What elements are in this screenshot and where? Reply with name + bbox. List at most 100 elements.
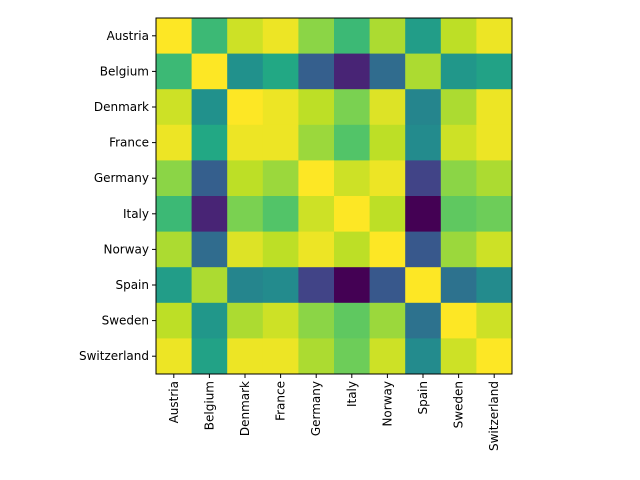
- heatmap-cell: [334, 53, 370, 90]
- heatmap-cell: [262, 53, 299, 90]
- heatmap-cell: [262, 89, 299, 126]
- heatmap-cell: [191, 267, 228, 304]
- heatmap-cell: [440, 302, 477, 339]
- heatmap-cell: [405, 53, 442, 90]
- heatmap-cell: [298, 160, 335, 197]
- x-tick-label: Spain: [416, 381, 430, 415]
- heatmap-cell: [156, 231, 192, 268]
- heatmap-cell: [405, 124, 442, 161]
- heatmap-cell: [334, 302, 370, 339]
- heatmap-cell: [405, 196, 442, 232]
- y-tick-label: Switzerland: [79, 349, 149, 363]
- heatmap-cell: [476, 196, 513, 232]
- heatmap-cell: [191, 89, 228, 126]
- heatmap-cell: [476, 160, 513, 197]
- heatmap-cell: [298, 18, 335, 54]
- heatmap-cell: [298, 338, 335, 375]
- heatmap-cell: [440, 18, 477, 54]
- y-tick-label: Belgium: [100, 64, 149, 78]
- heatmap-cell: [191, 338, 228, 375]
- heatmap-cell: [405, 267, 442, 304]
- heatmap-cell: [440, 196, 477, 232]
- heatmap-cell: [156, 338, 192, 375]
- heatmap-cell: [369, 302, 406, 339]
- x-tick-label: Switzerland: [487, 381, 501, 451]
- heatmap-cell: [476, 302, 513, 339]
- heatmap-cell: [191, 18, 228, 54]
- heatmap-cell: [298, 302, 335, 339]
- heatmap-cell: [369, 338, 406, 375]
- heatmap-cell: [262, 196, 299, 232]
- x-tick-label: Sweden: [452, 381, 466, 428]
- heatmap-cells: [156, 18, 513, 375]
- heatmap-cell: [476, 231, 513, 268]
- heatmap-cell: [369, 124, 406, 161]
- heatmap-cell: [262, 338, 299, 375]
- x-tick-label: Belgium: [202, 381, 216, 430]
- x-axis-ticks: Austria Belgium Denmark France Germany Italy N…: [167, 374, 501, 451]
- heatmap-cell: [334, 124, 370, 161]
- x-tick-label: Norway: [380, 381, 394, 427]
- heatmap-cell: [405, 89, 442, 126]
- heatmap-cell: [227, 89, 264, 126]
- heatmap-cell: [334, 89, 370, 126]
- heatmap-cell: [262, 302, 299, 339]
- heatmap-cell: [298, 231, 335, 268]
- y-tick-label: Denmark: [94, 100, 149, 114]
- heatmap-cell: [298, 53, 335, 90]
- heatmap-cell: [369, 267, 406, 304]
- heatmap-cell: [262, 18, 299, 54]
- heatmap-cell: [405, 231, 442, 268]
- heatmap-cell: [440, 124, 477, 161]
- heatmap-cell: [156, 160, 192, 197]
- heatmap-cell: [156, 267, 192, 304]
- heatmap-cell: [156, 124, 192, 161]
- heatmap-cell: [476, 53, 513, 90]
- heatmap-cell: [191, 160, 228, 197]
- y-tick-label: Italy: [123, 207, 149, 221]
- heatmap-cell: [369, 160, 406, 197]
- heatmap-cell: [369, 18, 406, 54]
- heatmap-cell: [440, 89, 477, 126]
- heatmap-cell: [476, 18, 513, 54]
- heatmap-cell: [191, 124, 228, 161]
- x-tick-label: Germany: [309, 381, 323, 436]
- heatmap-cell: [440, 338, 477, 375]
- heatmap-cell: [369, 196, 406, 232]
- heatmap-cell: [191, 302, 228, 339]
- heatmap-cell: [440, 53, 477, 90]
- heatmap-cell: [156, 53, 192, 90]
- heatmap-cell: [227, 124, 264, 161]
- x-tick-label: Italy: [345, 381, 359, 407]
- heatmap-cell: [476, 89, 513, 126]
- heatmap-cell: [227, 267, 264, 304]
- heatmap-cell: [334, 338, 370, 375]
- heatmap-cell: [369, 53, 406, 90]
- heatmap-cell: [405, 302, 442, 339]
- heatmap-cell: [298, 267, 335, 304]
- heatmap-cell: [334, 267, 370, 304]
- heatmap-cell: [334, 196, 370, 232]
- heatmap-cell: [476, 338, 513, 375]
- heatmap-cell: [440, 160, 477, 197]
- heatmap-cell: [405, 18, 442, 54]
- heatmap-cell: [262, 124, 299, 161]
- heatmap-cell: [262, 267, 299, 304]
- y-tick-label: Germany: [94, 171, 149, 185]
- heatmap-cell: [369, 231, 406, 268]
- heatmap-cell: [476, 267, 513, 304]
- heatmap-cell: [156, 302, 192, 339]
- heatmap-cell: [156, 196, 192, 232]
- y-tick-label: Sweden: [102, 314, 149, 328]
- heatmap-cell: [298, 89, 335, 126]
- y-tick-label: France: [109, 136, 149, 150]
- heatmap-cell: [334, 231, 370, 268]
- heatmap-cell: [262, 160, 299, 197]
- y-axis-ticks: Austria Belgium Denmark France Germany Italy N…: [79, 29, 156, 363]
- heatmap-cell: [334, 18, 370, 54]
- plot-frame: [155, 17, 513, 375]
- x-tick-label: Austria: [167, 381, 181, 423]
- heatmap-cell: [156, 18, 192, 54]
- heatmap-cell: [227, 53, 264, 90]
